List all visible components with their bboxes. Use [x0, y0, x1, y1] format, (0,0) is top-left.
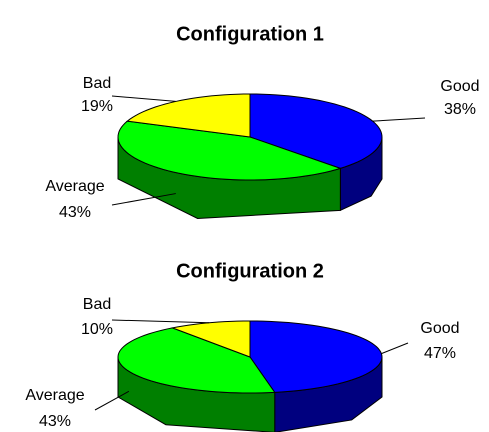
slice-value-label: 43%: [59, 204, 91, 221]
slice: [170, 320, 251, 358]
slice-value-label: 10%: [81, 321, 113, 338]
leader-line: [94, 390, 130, 411]
slice: [249, 320, 383, 393]
slice-label: Bad: [83, 296, 111, 313]
chart-title: Configuration 1: [176, 23, 324, 45]
slice-value-label: 47%: [424, 345, 456, 362]
leader-line: [111, 193, 176, 206]
leader-line: [372, 117, 426, 122]
chart-title: Configuration 2: [176, 260, 324, 282]
slice-value-label: 43%: [39, 413, 71, 430]
leader-line: [111, 319, 210, 324]
slice-label: Bad: [83, 75, 111, 92]
slice-label: Good: [420, 320, 459, 337]
slice: [117, 327, 276, 394]
slice: [249, 93, 383, 169]
slice-value-label: 38%: [444, 101, 476, 118]
slice: [117, 120, 343, 181]
slice-label: Average: [25, 387, 84, 404]
leader-line: [381, 342, 409, 355]
slice-label: Average: [45, 178, 104, 195]
slice-label: Good: [440, 78, 479, 95]
leader-line: [111, 95, 176, 102]
slice-value-label: 19%: [81, 98, 113, 115]
